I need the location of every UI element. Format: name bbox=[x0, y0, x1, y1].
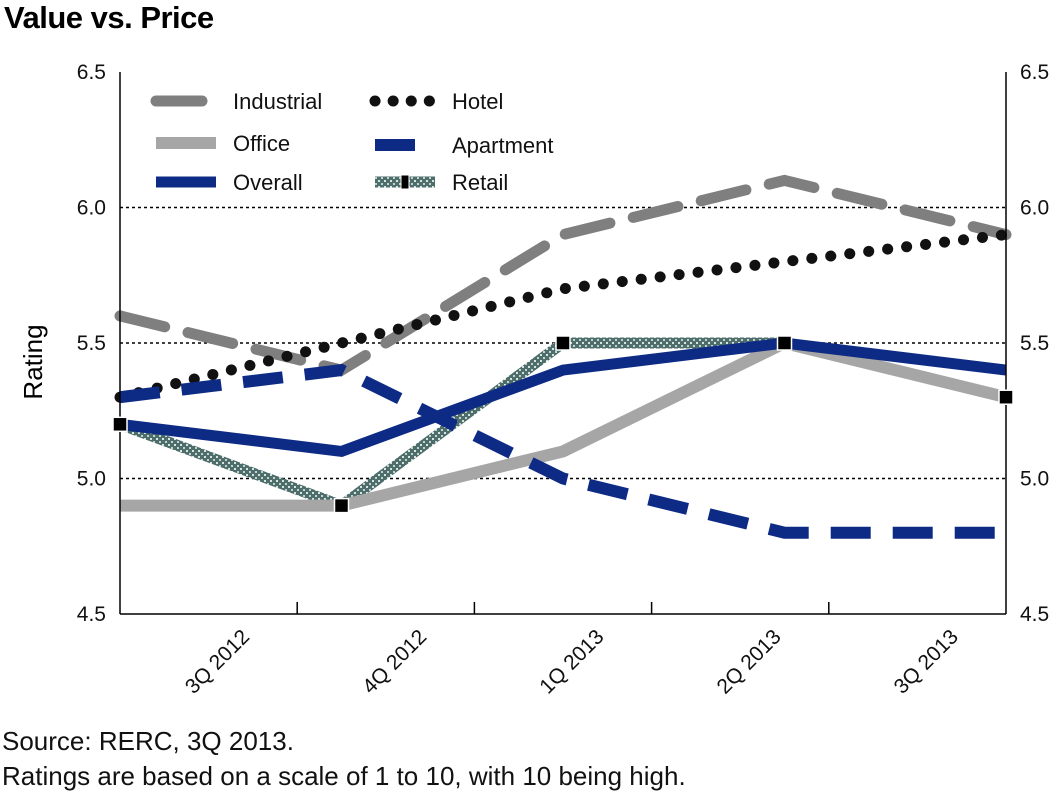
y-axis-label: Rating bbox=[18, 324, 48, 399]
data-marker bbox=[555, 335, 571, 351]
series-line-hotel bbox=[114, 229, 1012, 403]
series-line-office bbox=[120, 336, 1008, 512]
legend: Industrial Hotel Office Apartment Overall Ret… bbox=[150, 89, 554, 195]
data-marker bbox=[998, 389, 1014, 405]
series-line-apartment bbox=[119, 363, 1006, 539]
legend-label-hotel: Hotel bbox=[452, 89, 503, 114]
legend-label-retail: Retail bbox=[452, 170, 508, 195]
legend-label-apartment: Apartment bbox=[452, 133, 554, 158]
x-tick-label: 3Q 2012 bbox=[181, 625, 254, 698]
series-line-industrial bbox=[114, 174, 1012, 376]
x-tick-label: 1Q 2013 bbox=[535, 625, 608, 698]
axes: 4.5 4.5 5.0 5.0 5.5 5.5 6.0 6.0 6.5 6.5 3Q 2012 4Q … bbox=[77, 61, 1049, 699]
source-note: Source: RERC, 3Q 2013. bbox=[2, 726, 294, 756]
x-tick-label: 3Q 2013 bbox=[890, 625, 963, 698]
y-tick-label-right: 4.5 bbox=[1020, 603, 1049, 626]
legend-label-industrial: Industrial bbox=[233, 89, 322, 114]
data-marker bbox=[112, 416, 128, 433]
legend-label-overall: Overall bbox=[233, 170, 303, 195]
gridlines bbox=[120, 206, 1006, 480]
scale-note: Ratings are based on a scale of 1 to 10,… bbox=[2, 761, 686, 791]
y-tick-label-right: 6.0 bbox=[1020, 197, 1049, 220]
y-tick-label-right: 5.0 bbox=[1020, 468, 1049, 491]
x-tick-label: 4Q 2012 bbox=[358, 625, 431, 698]
data-markers bbox=[112, 335, 1014, 514]
x-tick-label: 2Q 2013 bbox=[712, 625, 785, 698]
y-tick-label-left: 6.0 bbox=[77, 197, 106, 220]
series-lines bbox=[114, 174, 1012, 539]
y-tick-label-right: 6.5 bbox=[1020, 61, 1049, 84]
y-tick-label-left: 4.5 bbox=[77, 603, 106, 626]
y-tick-label-right: 5.5 bbox=[1020, 332, 1049, 355]
y-tick-label-left: 5.5 bbox=[77, 332, 106, 355]
series-line-overall bbox=[119, 337, 1007, 458]
y-tick-label-left: 6.5 bbox=[77, 61, 106, 84]
legend-label-office: Office bbox=[233, 131, 290, 156]
data-marker bbox=[333, 497, 350, 514]
line-chart: 4.5 4.5 5.0 5.0 5.5 5.5 6.0 6.0 6.5 6.5 3Q 2012 4Q … bbox=[18, 61, 1049, 699]
data-marker bbox=[776, 335, 793, 351]
legend-marker-retail bbox=[400, 174, 410, 190]
y-tick-label-left: 5.0 bbox=[77, 468, 106, 491]
chart-title: Value vs. Price bbox=[4, 0, 214, 35]
